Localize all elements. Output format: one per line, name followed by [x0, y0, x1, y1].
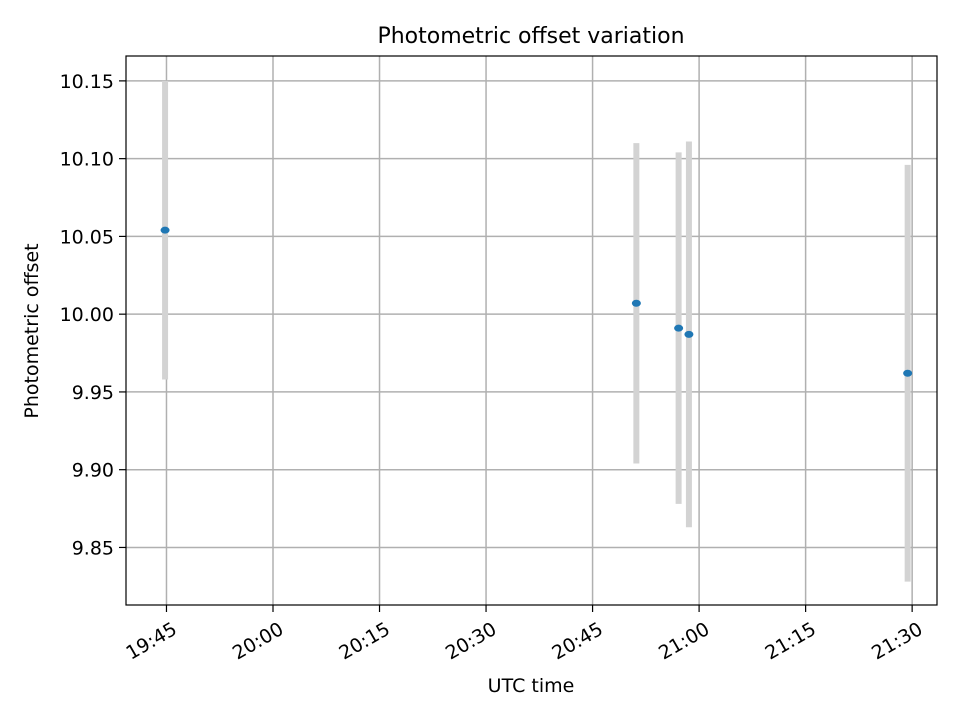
- y-tick-label: 10.05: [60, 226, 114, 248]
- y-tick-label: 9.85: [72, 537, 114, 559]
- y-tick-label: 10.00: [60, 304, 114, 326]
- y-tick-label: 9.95: [72, 382, 114, 404]
- y-tick-label: 9.90: [72, 460, 114, 482]
- y-tick-label: 10.10: [60, 149, 114, 171]
- y-tick-label: 10.15: [60, 71, 114, 93]
- data-point: [160, 226, 170, 234]
- chart-title: Photometric offset variation: [377, 24, 684, 49]
- grid: [126, 56, 937, 605]
- x-axis-label: UTC time: [488, 675, 575, 697]
- data-point: [903, 369, 913, 377]
- data-point: [684, 330, 694, 338]
- data-points: [160, 226, 913, 377]
- data-point: [674, 324, 684, 332]
- plot-frame: [125, 55, 938, 606]
- y-axis-label: Photometric offset: [21, 243, 43, 418]
- data-point: [631, 299, 641, 307]
